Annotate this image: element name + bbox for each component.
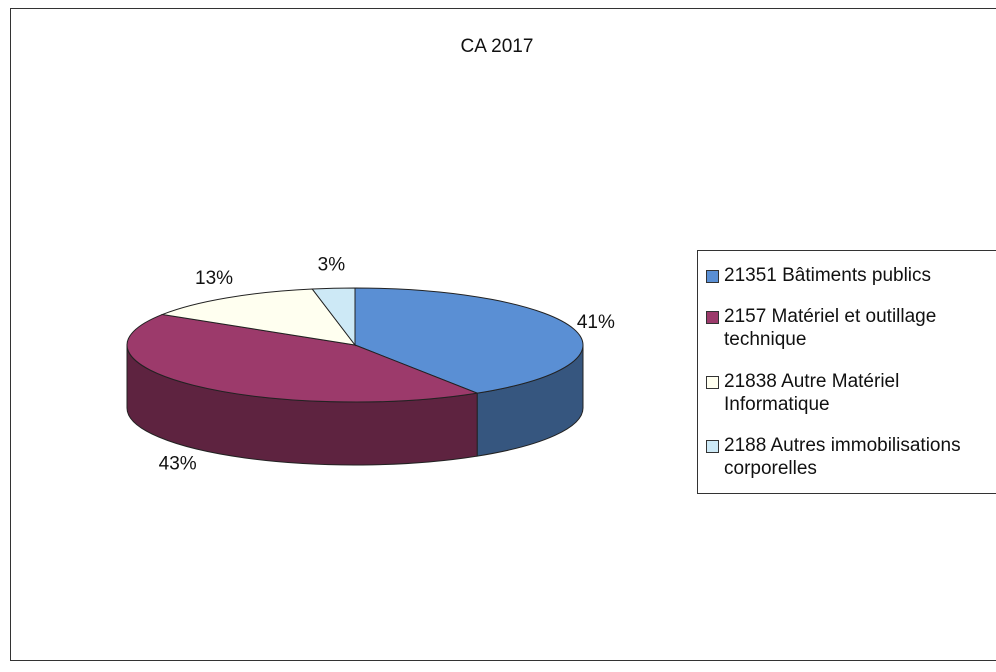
data-label: 41% <box>577 312 615 333</box>
legend-entry: 21351 Bâtiments publics <box>706 264 996 287</box>
pie-slice <box>354 287 584 394</box>
legend-label: 21351 Bâtiments publics <box>724 265 932 287</box>
legend-swatch <box>706 311 719 325</box>
legend-entry: 21838 Autre Matériel Informatique <box>706 370 996 416</box>
legend-label: 21838 Autre Matériel Informatique <box>724 370 900 415</box>
legend-swatch <box>706 375 719 389</box>
legend-label: 2157 Matériel et outillage technique <box>724 306 937 351</box>
pie-slice <box>311 287 356 347</box>
chart-title: CA 2017 <box>461 36 534 57</box>
legend: 21351 Bâtiments publics 2157 Matériel et … <box>697 250 996 494</box>
data-label: 3% <box>318 255 346 276</box>
data-label: 13% <box>195 268 233 289</box>
legend-label: 2188 Autres immobilisations corporelles <box>724 434 961 479</box>
data-label: 43% <box>159 453 197 474</box>
legend-entry: 2157 Matériel et outillage technique <box>706 305 996 351</box>
pie-slice <box>126 313 480 403</box>
chart-frame <box>10 8 996 661</box>
pie-slice <box>160 288 357 346</box>
legend-swatch <box>706 439 719 453</box>
legend-swatch <box>706 270 719 284</box>
legend-entry: 2188 Autres immobilisations corporelles <box>706 434 996 480</box>
